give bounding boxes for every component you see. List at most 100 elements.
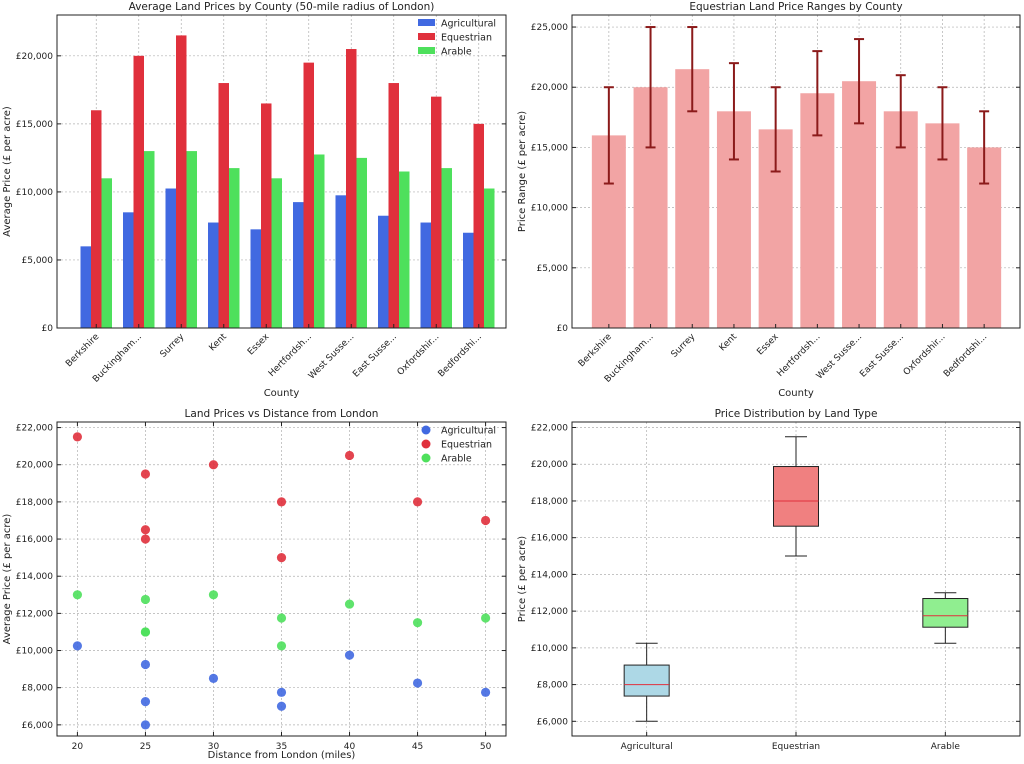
point-agricultural: [412, 678, 423, 688]
x-tick-label: Essex: [246, 332, 272, 358]
y-tick-label: £12,000: [531, 607, 568, 617]
y-tick-label: £20,000: [531, 460, 568, 470]
bar-arable: [399, 171, 410, 328]
point-agricultural: [344, 650, 355, 660]
bar-agricultural: [165, 188, 176, 328]
x-tick-label: Hertfordsh...: [775, 332, 822, 379]
legend-swatch: [418, 47, 435, 54]
point-equestrian: [140, 469, 151, 479]
y-tick-label: £20,000: [531, 83, 568, 93]
point-agricultural: [140, 659, 151, 670]
y-tick-label: £15,000: [531, 143, 568, 153]
axes-frame: [56, 14, 507, 329]
y-axis-label: Average Price (£ per acre): [2, 106, 13, 237]
point-equestrian: [276, 553, 287, 563]
bar-agricultural: [250, 229, 261, 328]
x-tick-label: Kent: [718, 332, 740, 354]
box-equestrian: [773, 466, 819, 527]
x-tick-label: East Susse...: [858, 332, 906, 380]
point-agricultural: [72, 641, 83, 651]
y-tick-label: £10,000: [16, 188, 53, 198]
legend-label: Agricultural: [441, 426, 496, 437]
bar-equestrian: [176, 35, 187, 328]
box-agricultural: [623, 664, 670, 697]
bar-agricultural: [378, 215, 389, 328]
y-tick-label: £22,000: [531, 424, 568, 434]
y-tick-label: £25,000: [531, 23, 568, 33]
bar-agricultural: [293, 202, 304, 328]
x-tick-label: Arable: [931, 742, 961, 752]
y-tick-label: £14,000: [16, 572, 53, 582]
y-tick-label: £15,000: [16, 120, 53, 130]
x-tick-label: 45: [412, 742, 423, 752]
point-equestrian: [208, 460, 219, 470]
y-tick-label: £10,000: [16, 647, 53, 657]
y-tick-label: £16,000: [531, 534, 568, 544]
point-agricultural: [140, 697, 151, 707]
legend-marker: [421, 425, 431, 435]
y-tick-label: £18,000: [531, 497, 568, 507]
bar-equestrian: [388, 83, 399, 328]
bar-arable: [144, 151, 155, 328]
x-tick-label: Essex: [755, 332, 781, 358]
y-axis-label: Average Price (£ per acre): [2, 514, 13, 645]
point-equestrian: [480, 515, 491, 526]
bar-arable: [101, 178, 112, 328]
x-tick-label: West Susse...: [815, 332, 864, 381]
x-axis-label: County: [778, 388, 814, 399]
y-tick-label: £6,000: [22, 721, 54, 731]
x-tick-label: Equestrian: [772, 742, 820, 752]
x-tick-label: Hertfordsh...: [267, 332, 314, 379]
x-tick-label: Surrey: [670, 332, 698, 360]
axes-frame: [571, 421, 1021, 737]
y-tick-label: £12,000: [16, 609, 53, 619]
point-arable: [276, 641, 287, 651]
bar-agricultural: [123, 212, 134, 328]
axes-frame: [571, 14, 1021, 329]
bar-equestrian: [261, 103, 272, 329]
point-arable: [140, 594, 151, 605]
legend-label: Equestrian: [441, 33, 492, 44]
y-tick-label: £20,000: [16, 461, 53, 471]
legend-swatch: [418, 19, 435, 26]
bar-equestrian: [346, 49, 357, 329]
x-tick-label: 40: [344, 742, 356, 752]
y-tick-label: £5,000: [537, 264, 569, 274]
point-arable: [344, 599, 355, 609]
x-tick-label: 25: [140, 742, 151, 752]
bar-arable: [229, 168, 240, 328]
chart-avg-prices-by-county: £0£5,000£10,000£15,000£20,000BerkshireBu…: [2, 1, 507, 399]
legend-label: Arable: [441, 454, 472, 465]
chart-title: Price Distribution by Land Type: [715, 408, 878, 420]
bar-equestrian: [91, 110, 102, 329]
point-arable: [412, 618, 423, 628]
y-tick-label: £5,000: [22, 256, 54, 266]
bar-arable: [314, 154, 325, 328]
bar-agricultural: [420, 222, 431, 328]
x-tick-label: 30: [208, 742, 220, 752]
y-tick-label: £8,000: [537, 681, 569, 691]
x-tick-label: Bedfordshi...: [942, 332, 989, 379]
chart-title: Equestrian Land Price Ranges by County: [689, 1, 902, 13]
bar-equestrian: [218, 83, 229, 328]
y-tick-label: £10,000: [531, 204, 568, 214]
x-tick-label: Agricultural: [621, 742, 673, 752]
point-agricultural: [480, 687, 491, 697]
x-tick-label: East Susse...: [351, 332, 399, 380]
x-tick-label: 35: [276, 742, 287, 752]
legend-label: Arable: [441, 47, 472, 58]
point-agricultural: [276, 687, 287, 697]
y-tick-label: £22,000: [16, 424, 53, 434]
point-equestrian: [276, 497, 287, 507]
x-axis-label: Distance from London (miles): [208, 750, 356, 761]
bar-equestrian: [473, 123, 484, 328]
legend-label: Equestrian: [441, 440, 492, 451]
y-tick-label: £10,000: [531, 644, 568, 654]
point-equestrian: [412, 497, 423, 507]
bar-equestrian: [675, 69, 710, 328]
y-tick-label: £6,000: [537, 717, 569, 727]
bar-arable: [356, 157, 367, 328]
chart-title: Land Prices vs Distance from London: [185, 408, 379, 420]
x-tick-label: Oxfordshir...: [902, 332, 948, 378]
